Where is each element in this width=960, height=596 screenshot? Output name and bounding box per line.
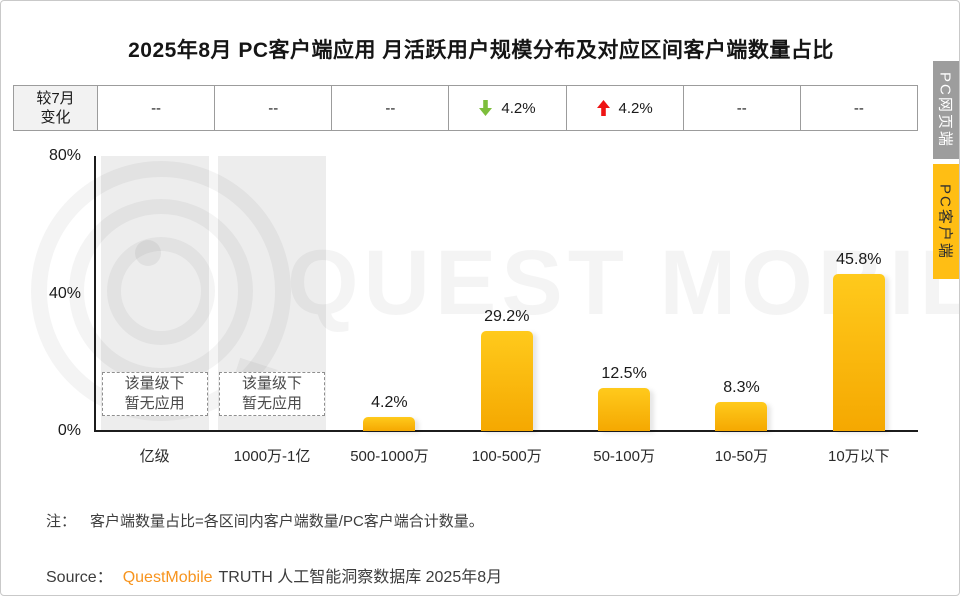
change-cell: 4.2% bbox=[449, 86, 567, 130]
category-label: 亿级 bbox=[139, 448, 170, 465]
no-data-text: 该量级下 bbox=[242, 375, 303, 392]
tab-pc-client-label: PC客户端 bbox=[936, 183, 954, 260]
note-prefix: 注： bbox=[46, 513, 77, 530]
bar-value-label: 4.2% bbox=[371, 393, 408, 411]
down-arrow-icon bbox=[479, 100, 493, 116]
bar bbox=[480, 330, 533, 431]
source-prefix: Source： bbox=[46, 569, 113, 586]
note-text: 客户端数量占比=各区间内客户端数量/PC客户端合计数量。 bbox=[90, 513, 484, 530]
no-data-text: 暂无应用 bbox=[242, 395, 303, 412]
y-axis-tick-label: 0% bbox=[57, 422, 81, 439]
change-value: 4.2% bbox=[501, 99, 536, 117]
change-table: 较7月 变化 -- -- -- 4.2% 4.2% -- -- bbox=[13, 85, 918, 131]
change-row-cells: -- -- -- 4.2% 4.2% -- -- bbox=[98, 86, 917, 130]
source-line: Source： QuestMobile TRUTH 人工智能洞察数据库 2025年8… bbox=[46, 563, 502, 587]
change-cell: 4.2% bbox=[567, 86, 684, 130]
up-arrow-icon bbox=[596, 100, 610, 116]
category-label: 1000万-1亿 bbox=[233, 448, 311, 465]
change-row-header: 较7月 变化 bbox=[14, 86, 98, 130]
change-value: 4.2% bbox=[618, 99, 653, 117]
bar bbox=[832, 273, 885, 431]
chart-title: 2025年8月 PC客户端应用 月活跃用户规模分布及对应区间客户端数量占比 bbox=[128, 39, 834, 62]
note-line: 注： 客户端数量占比=各区间内客户端数量/PC客户端合计数量。 bbox=[46, 510, 484, 531]
change-header-line1: 较7月 bbox=[36, 90, 75, 107]
no-data-text: 暂无应用 bbox=[124, 395, 185, 412]
bar-value-label: 29.2% bbox=[484, 307, 530, 325]
bar-value-label: 8.3% bbox=[723, 379, 760, 397]
y-axis-tick-label: 40% bbox=[48, 284, 81, 302]
change-cell: -- bbox=[215, 86, 333, 130]
category-label: 10-50万 bbox=[714, 448, 769, 465]
source-brand: QuestMobile bbox=[122, 569, 213, 586]
tab-pc-web-label: PC网页端 bbox=[936, 72, 954, 148]
change-header-line2: 变化 bbox=[40, 109, 71, 126]
change-cell: -- bbox=[684, 86, 801, 130]
no-data-label: 该量级下 暂无应用 bbox=[219, 372, 326, 416]
category-label: 10万以下 bbox=[827, 448, 890, 465]
category-label: 100-500万 bbox=[471, 448, 542, 465]
bar bbox=[363, 416, 416, 431]
bar bbox=[598, 388, 651, 431]
source-text: TRUTH 人工智能洞察数据库 2025年8月 bbox=[218, 569, 503, 586]
no-data-text: 该量级下 bbox=[124, 375, 185, 392]
change-cell: -- bbox=[98, 86, 216, 130]
tab-pc-client[interactable]: PC客户端 bbox=[933, 164, 959, 279]
change-cell: -- bbox=[853, 99, 864, 117]
bar-value-label: 12.5% bbox=[601, 365, 647, 383]
category-label: 500-1000万 bbox=[350, 448, 429, 465]
no-data-label: 该量级下 暂无应用 bbox=[101, 372, 208, 416]
tab-pc-web[interactable]: PC网页端 bbox=[933, 61, 959, 159]
x-axis-line bbox=[94, 430, 918, 432]
y-axis-tick-label: 80% bbox=[48, 147, 81, 164]
category-label: 50-100万 bbox=[593, 448, 655, 465]
y-axis-line bbox=[94, 156, 96, 432]
change-cell: -- bbox=[332, 86, 450, 130]
bar-value-label: 45.8% bbox=[836, 250, 882, 268]
bar bbox=[715, 402, 768, 431]
